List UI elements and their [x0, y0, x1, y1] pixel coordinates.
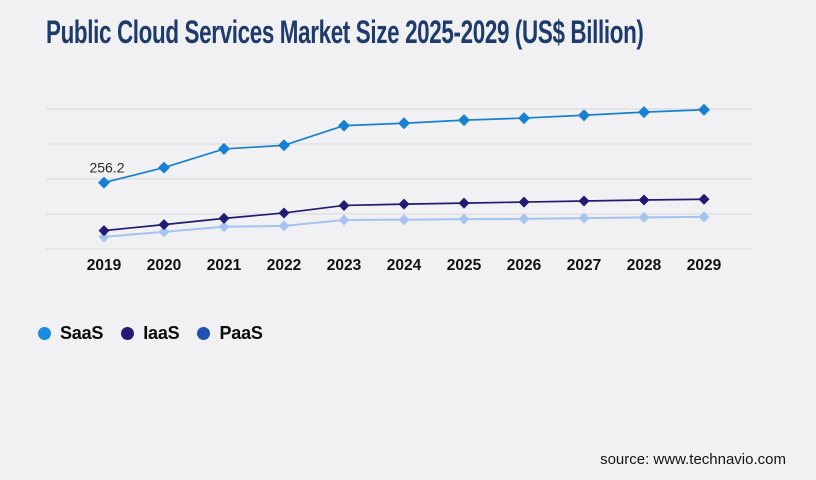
data-point-saas — [518, 112, 530, 125]
data-point-paas — [398, 214, 410, 226]
x-axis-label: 2027 — [567, 257, 601, 274]
legend-item-paas: PaaS — [197, 323, 263, 344]
x-axis-label: 2020 — [147, 257, 181, 274]
x-axis-label: 2021 — [207, 257, 242, 274]
data-label: 256.2 — [89, 160, 124, 176]
data-point-iaas — [278, 207, 290, 219]
x-axis-label: 2023 — [327, 257, 362, 274]
data-point-iaas — [218, 212, 230, 224]
data-point-paas — [458, 213, 470, 225]
data-point-saas — [458, 114, 470, 127]
data-point-saas — [218, 142, 230, 155]
legend-label-iaas: IaaS — [143, 323, 180, 343]
data-point-paas — [218, 221, 230, 233]
legend-label-saas: SaaS — [60, 323, 104, 343]
x-axis-label: 2024 — [387, 257, 422, 274]
data-point-saas — [158, 161, 170, 174]
x-axis-label: 2028 — [627, 257, 662, 274]
data-point-paas — [518, 213, 530, 225]
data-point-saas — [578, 109, 590, 122]
data-point-paas — [338, 214, 350, 226]
legend-label-paas: PaaS — [219, 323, 263, 343]
data-point-saas — [698, 103, 710, 116]
source-text: source: www.technavio.com — [600, 451, 786, 468]
data-point-paas — [698, 211, 710, 223]
data-point-iaas — [398, 198, 410, 210]
data-point-paas — [278, 220, 290, 232]
legend-item-iaas: IaaS — [121, 323, 180, 344]
data-point-saas — [278, 139, 290, 152]
x-axis-label: 2019 — [87, 257, 122, 274]
data-point-saas — [98, 176, 110, 189]
data-point-iaas — [638, 194, 650, 206]
x-axis-label: 2025 — [447, 257, 482, 274]
data-point-iaas — [158, 219, 170, 231]
paas-legend-dot-icon — [197, 327, 211, 340]
data-point-iaas — [698, 193, 710, 205]
legend-item-saas: SaaS — [38, 323, 103, 344]
data-point-paas — [638, 211, 650, 223]
data-point-paas — [578, 212, 590, 224]
data-point-saas — [638, 106, 650, 119]
data-point-iaas — [518, 196, 530, 208]
data-point-saas — [338, 119, 350, 132]
data-point-iaas — [458, 197, 470, 209]
data-point-paas — [98, 231, 110, 243]
data-point-iaas — [98, 225, 110, 237]
data-point-saas — [398, 117, 410, 130]
x-axis-label: 2026 — [507, 257, 542, 274]
data-point-paas — [158, 226, 170, 238]
x-axis-label: 2022 — [267, 257, 301, 274]
chart-title: Public Cloud Services Market Size 2025-2… — [46, 14, 644, 50]
iaas-legend-dot-icon — [121, 327, 135, 340]
x-axis-label: 2029 — [687, 257, 722, 274]
data-point-iaas — [578, 195, 590, 207]
chart-legend: SaaS IaaS PaaS — [38, 323, 263, 344]
data-point-iaas — [338, 199, 350, 211]
saas-legend-dot-icon — [38, 327, 51, 340]
